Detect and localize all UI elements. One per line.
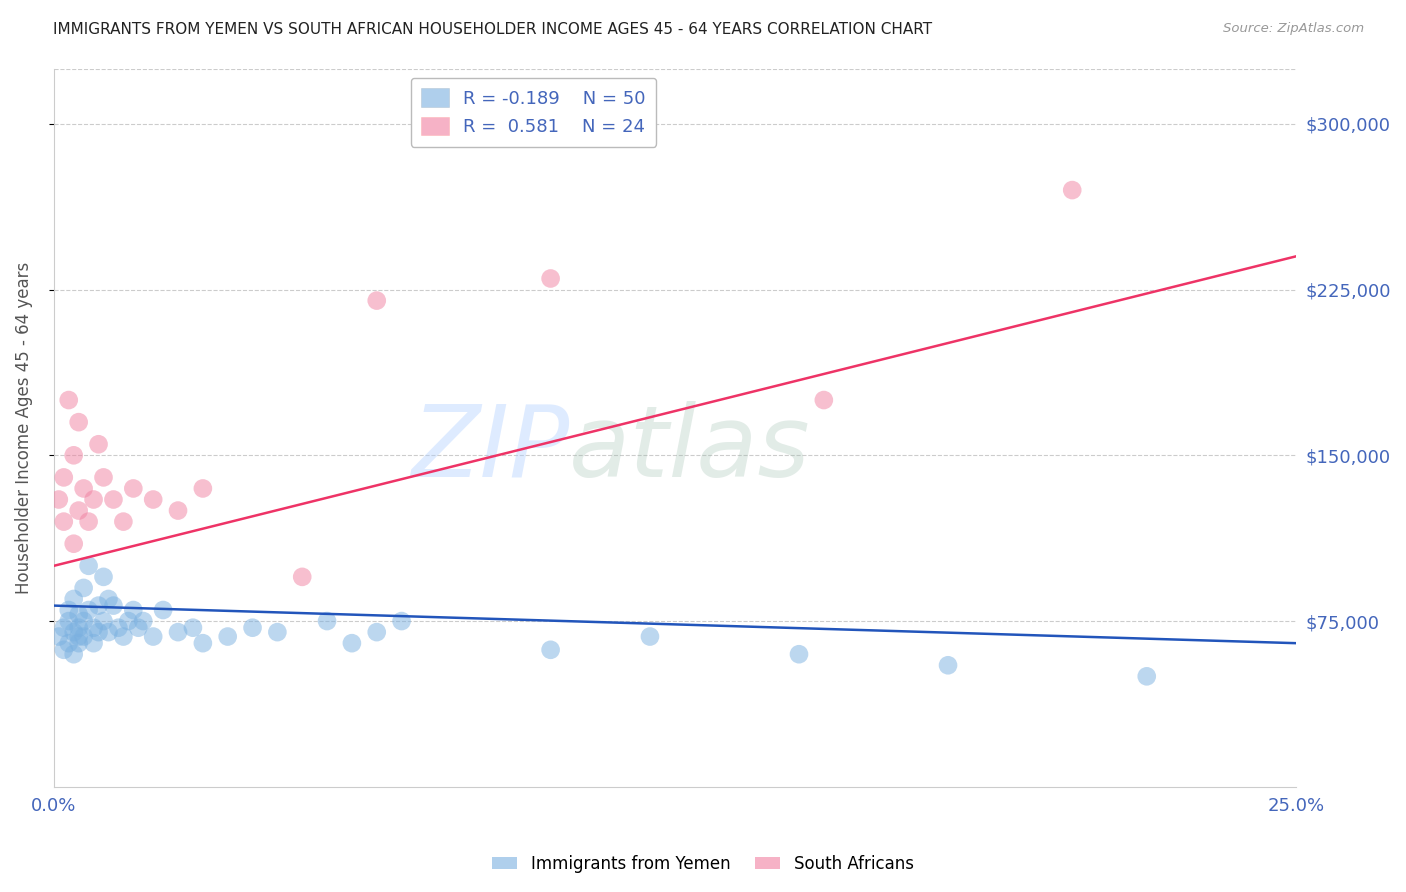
Point [366,293,388,308]
Point [62,591,84,606]
Point [62,647,84,661]
Text: ZIP: ZIP [411,401,569,498]
Point [48,630,70,644]
Point [242,621,264,635]
Point [122,603,145,617]
Point [77,515,100,529]
Point [107,621,129,635]
Point [77,603,100,617]
Point [77,558,100,573]
Point [83,492,105,507]
Point [52,470,75,484]
Point [93,570,115,584]
Point [787,647,810,661]
Point [67,503,90,517]
Point [87,625,110,640]
Point [83,636,105,650]
Text: atlas: atlas [569,401,811,498]
Point [58,603,80,617]
Point [52,515,75,529]
Text: IMMIGRANTS FROM YEMEN VS SOUTH AFRICAN HOUSEHOLDER INCOME AGES 45 - 64 YEARS COR: IMMIGRANTS FROM YEMEN VS SOUTH AFRICAN H… [53,22,932,37]
Point [191,636,214,650]
Point [142,492,165,507]
Point [936,658,959,673]
Point [340,636,363,650]
Point [540,642,562,657]
Point [127,621,149,635]
Point [167,625,190,640]
Text: Source: ZipAtlas.com: Source: ZipAtlas.com [1223,22,1364,36]
Point [540,271,562,285]
Point [62,537,84,551]
Point [191,482,214,496]
Point [266,625,288,640]
Point [122,482,145,496]
Point [366,625,388,640]
Point [52,621,75,635]
Point [117,614,139,628]
Point [72,630,94,644]
Point [1062,183,1084,197]
Point [112,630,135,644]
Point [87,599,110,613]
Point [72,581,94,595]
Point [72,482,94,496]
Point [67,415,90,429]
Point [48,492,70,507]
Point [638,630,661,644]
Point [813,392,835,407]
Point [58,614,80,628]
Y-axis label: Householder Income Ages 45 - 64 years: Householder Income Ages 45 - 64 years [15,261,32,594]
Point [142,630,165,644]
Point [112,515,135,529]
Point [67,630,90,644]
Point [152,603,174,617]
Point [67,621,90,635]
Point [391,614,413,628]
Point [87,437,110,451]
Point [103,492,125,507]
Point [217,630,239,644]
Point [52,642,75,657]
Point [58,636,80,650]
Point [316,614,339,628]
Point [103,599,125,613]
Point [67,636,90,650]
Point [97,625,120,640]
Point [58,392,80,407]
Legend: Immigrants from Yemen, South Africans: Immigrants from Yemen, South Africans [485,848,921,880]
Point [62,448,84,462]
Point [72,614,94,628]
Point [83,621,105,635]
Point [167,503,190,517]
Point [97,591,120,606]
Point [181,621,204,635]
Legend: R = -0.189    N = 50, R =  0.581    N = 24: R = -0.189 N = 50, R = 0.581 N = 24 [411,78,657,147]
Point [93,470,115,484]
Point [132,614,155,628]
Point [62,625,84,640]
Point [67,607,90,622]
Point [1136,669,1159,683]
Point [93,614,115,628]
Point [291,570,314,584]
